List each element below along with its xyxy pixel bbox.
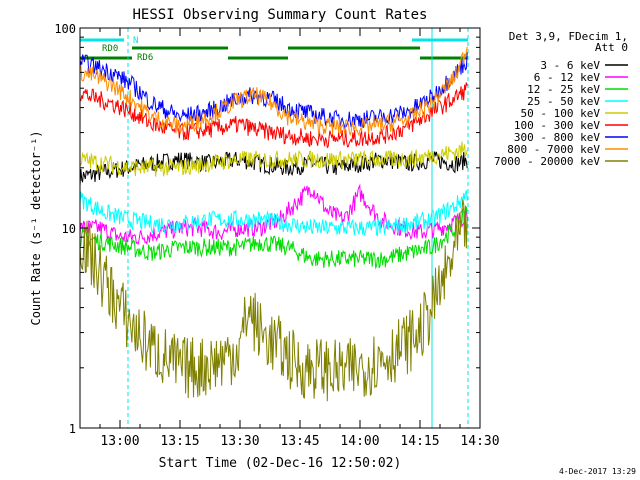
series-line-8 [79, 199, 468, 402]
y-axis-label: Count Rate (s⁻¹ detector⁻¹) [29, 130, 43, 325]
series-line-3 [79, 190, 468, 237]
x-tick-label: 14:15 [400, 434, 439, 449]
chart-title: HESSI Observing Summary Count Rates [132, 7, 427, 23]
series-line-6 [79, 52, 468, 130]
legend-entry-label: 7000 - 20000 keV [494, 155, 600, 168]
footer-date: 4-Dec-2017 13:29 [559, 467, 636, 476]
legend-entry-label: 100 - 300 keV [514, 119, 600, 132]
series-line-4 [79, 141, 468, 177]
x-axis-label: Start Time (02-Dec-16 12:50:02) [159, 456, 402, 471]
flag-label-n: N [133, 36, 138, 46]
axes: 13:00 13:15 13:30 13:45 14:00 14:15 14:30 1 10 10… [54, 22, 499, 449]
x-tick-label: 14:00 [340, 434, 379, 449]
legend-entry-label: 12 - 25 keV [527, 83, 600, 96]
y-tick-label: 1 [69, 422, 76, 436]
y-tick-label: 10 [62, 222, 76, 236]
legend-entry-label: 50 - 100 keV [521, 107, 601, 120]
legend-entry-label: 3 - 6 keV [540, 59, 600, 72]
legend-header-line-1: Det 3,9, FDecim 1, [509, 30, 628, 43]
x-tick-label: 14:30 [460, 434, 499, 449]
y-tick-label: 100 [54, 22, 76, 36]
flag-label-rd6: RD6 [137, 53, 153, 63]
x-tick-label: 13:15 [160, 434, 199, 449]
series-line-7 [79, 46, 468, 137]
legend-entry-label: 25 - 50 keV [527, 95, 600, 108]
x-tick-label: 13:00 [100, 434, 139, 449]
legend-entry-label: 6 - 12 keV [534, 71, 601, 84]
x-tick-label: 13:45 [280, 434, 319, 449]
flag-label-rd0: RD0 [102, 44, 118, 54]
legend-header-line-2: Att 0 [595, 41, 628, 54]
series-line-5 [79, 82, 468, 149]
series-lines [79, 46, 468, 402]
legend-entry-label: 800 - 7000 keV [507, 143, 600, 156]
x-tick-label: 13:30 [220, 434, 259, 449]
legend-entry-label: 300 - 800 keV [514, 131, 600, 144]
series-line-2 [79, 206, 468, 270]
